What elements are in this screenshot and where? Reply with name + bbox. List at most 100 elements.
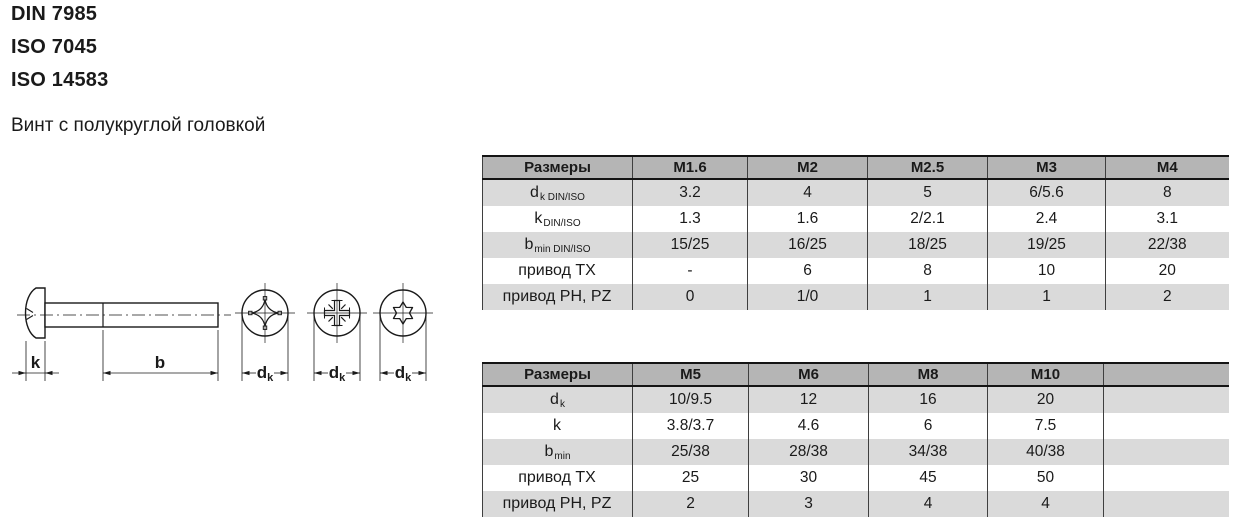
dimension-b xyxy=(102,330,219,381)
col-header-m2: M2 xyxy=(747,155,868,180)
row-label-main: d xyxy=(550,390,559,408)
table-cell: 2 xyxy=(1105,284,1229,310)
dk-main: d xyxy=(329,363,339,382)
table-row-drive-ph-pz: привод PH, PZ 2 3 4 4 xyxy=(482,491,1229,517)
sizes-table-large: Размеры M5 M6 M8 M10 dk 10/9.5 12 16 20 … xyxy=(482,362,1229,517)
row-label-sub: min xyxy=(554,450,571,462)
row-label-sub: k DIN/ISO xyxy=(539,191,585,203)
table-cell: 8 xyxy=(1105,179,1229,206)
table-cell: 15/25 xyxy=(632,232,748,258)
dim-label-b: b xyxy=(155,353,165,372)
col-header-m4: M4 xyxy=(1105,155,1229,180)
table-cell: 19/25 xyxy=(987,232,1106,258)
table-cell: - xyxy=(632,258,748,284)
standard-din: DIN 7985 xyxy=(11,3,98,25)
screw-technical-drawing: k b dk xyxy=(12,283,433,384)
row-label: k xyxy=(482,413,633,439)
dimension-dk xyxy=(379,316,427,381)
table-cell: 4 xyxy=(747,179,868,206)
dimension-dk xyxy=(241,316,289,381)
table-cell: 6 xyxy=(747,258,868,284)
recess-side-mark xyxy=(26,315,34,320)
col-header-m2-5: M2.5 xyxy=(867,155,988,180)
dimension-k xyxy=(12,341,59,381)
table-cell: 30 xyxy=(748,465,869,491)
pozidriv-recess-view: dk xyxy=(307,283,367,384)
table-cell: 18/25 xyxy=(867,232,988,258)
table-cell: 1/0 xyxy=(747,284,868,310)
col-header-sizes: Размеры xyxy=(482,362,633,387)
table-cell: 40/38 xyxy=(987,439,1104,465)
torx-recess-view: dk xyxy=(373,283,433,384)
torx-star-icon xyxy=(392,301,414,325)
row-label: привод TX xyxy=(482,465,633,491)
table-row-drive-tx: привод TX - 6 8 10 20 xyxy=(482,258,1229,284)
table-cell: 2 xyxy=(632,491,749,517)
row-label-main: b xyxy=(544,442,554,460)
table-cell: 1 xyxy=(987,284,1106,310)
dim-label-dk: dk xyxy=(257,363,274,384)
dimension-dk xyxy=(313,316,361,381)
table-cell: 16/25 xyxy=(747,232,868,258)
dk-main: d xyxy=(395,363,405,382)
dim-label-dk: dk xyxy=(395,363,412,384)
table-row-drive-ph-pz: привод PH, PZ 0 1/0 1 1 2 xyxy=(482,284,1229,310)
table-row-bmin: bmin 25/38 28/38 34/38 40/38 xyxy=(482,439,1229,465)
table-cell xyxy=(1103,491,1229,517)
row-label-main: привод TX xyxy=(518,468,596,486)
col-header-m10: M10 xyxy=(987,362,1104,387)
table-row-dk: dk 10/9.5 12 16 20 xyxy=(482,386,1229,413)
table-row-k: k 3.8/3.7 4.6 6 7.5 xyxy=(482,413,1229,439)
table-cell xyxy=(1103,413,1229,439)
table-cell: 28/38 xyxy=(748,439,869,465)
table-row-drive-tx: привод TX 25 30 45 50 xyxy=(482,465,1229,491)
sizes-table-small: Размеры M1.6 M2 M2.5 M3 M4 dk DIN/ISO 3.… xyxy=(482,155,1229,310)
row-label-main: привод TX xyxy=(518,261,596,279)
table-cell: 1.6 xyxy=(747,206,868,232)
standards-block: DIN 7985 ISO 7045 ISO 14583 xyxy=(11,0,108,97)
table-cell: 12 xyxy=(748,386,869,413)
table-cell: 2.4 xyxy=(987,206,1106,232)
dim-label-dk: dk xyxy=(329,363,346,384)
table-cell: 7.5 xyxy=(987,413,1104,439)
row-label: привод PH, PZ xyxy=(482,491,633,517)
table-cell: 6/5.6 xyxy=(987,179,1106,206)
col-header-empty xyxy=(1103,362,1229,387)
col-header-sizes: Размеры xyxy=(482,155,633,180)
table-row-dk: dk DIN/ISO 3.2 4 5 6/5.6 8 xyxy=(482,179,1229,206)
table-cell: 3 xyxy=(748,491,869,517)
standard-iso-14583: ISO 14583 xyxy=(11,69,109,91)
table-cell: 4.6 xyxy=(748,413,869,439)
table-cell: 8 xyxy=(867,258,988,284)
table-cell: 20 xyxy=(987,386,1104,413)
row-label-main: привод PH, PZ xyxy=(502,494,612,512)
row-label: bmin xyxy=(482,439,633,465)
row-label-main: b xyxy=(524,235,534,253)
table-cell: 3.2 xyxy=(632,179,748,206)
table-cell: 25 xyxy=(632,465,749,491)
table-cell: 50 xyxy=(987,465,1104,491)
row-label: dk xyxy=(482,386,633,413)
row-label-main: k xyxy=(553,416,561,434)
dk-sub: k xyxy=(339,372,346,384)
col-header-m1-6: M1.6 xyxy=(632,155,748,180)
row-label-main: k xyxy=(534,209,543,227)
table-cell: 34/38 xyxy=(868,439,988,465)
col-header-m3: M3 xyxy=(987,155,1106,180)
row-label-main: привод PH, PZ xyxy=(502,287,612,305)
table-cell: 16 xyxy=(868,386,988,413)
table-cell xyxy=(1103,439,1229,465)
row-label: bmin DIN/ISO xyxy=(482,232,633,258)
dk-sub: k xyxy=(267,372,274,384)
screw-side-view: k b xyxy=(12,287,231,381)
product-title: Винт с полукруглой головкой xyxy=(11,115,266,136)
dim-label-k: k xyxy=(31,353,41,372)
row-label: dk DIN/ISO xyxy=(482,179,633,206)
table-row-bmin: bmin DIN/ISO 15/25 16/25 18/25 19/25 22/… xyxy=(482,232,1229,258)
table-header-row: Размеры M5 M6 M8 M10 xyxy=(482,362,1229,387)
table-cell: 20 xyxy=(1105,258,1229,284)
table-cell: 10 xyxy=(987,258,1106,284)
table-cell: 0 xyxy=(632,284,748,310)
col-header-m6: M6 xyxy=(748,362,869,387)
